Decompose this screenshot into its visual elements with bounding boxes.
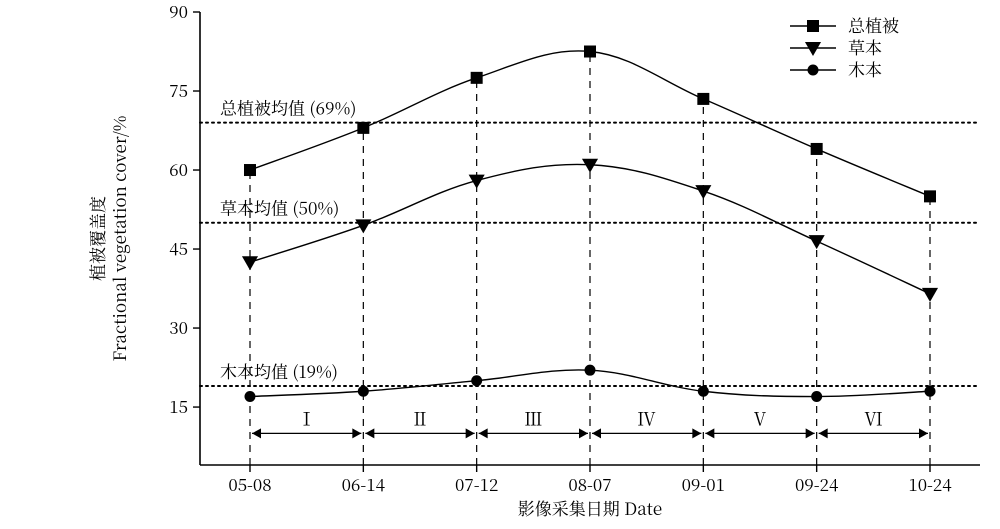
period-label: Ⅲ — [524, 405, 542, 431]
period-label: Ⅱ — [411, 405, 429, 431]
x-tick-label: 06-14 — [342, 471, 386, 496]
x-tick-label: 09-24 — [795, 471, 839, 496]
vegetation-cover-chart: 总植被均值 (69%) 草本均值 (50%) 木本均值 (19%) Ⅰ Ⅱ Ⅲ Ⅳ Ⅴ Ⅵ 15 3… — [0, 0, 1000, 529]
marker-square — [807, 20, 819, 32]
reference-label: 木本均值 (19%) — [220, 358, 338, 383]
y-tick-label: 90 — [169, 0, 188, 23]
marker-square — [471, 72, 483, 84]
y-tick-label: 30 — [169, 314, 188, 339]
marker-square — [811, 143, 823, 155]
marker-circle — [808, 65, 819, 76]
y-tick-label: 60 — [169, 156, 188, 181]
x-tick-label: 09-01 — [682, 471, 725, 496]
period-label: Ⅰ — [298, 405, 316, 431]
y-tick-label: 15 — [169, 393, 188, 418]
marker-circle — [925, 386, 936, 397]
x-tick-label: 08-07 — [568, 471, 611, 496]
x-axis-title: 影像采集日期 Date — [518, 495, 662, 520]
period-label: Ⅳ — [638, 405, 656, 431]
marker-square — [697, 93, 709, 105]
reference-label: 总植被均值 (69%) — [220, 95, 356, 120]
period-label: Ⅴ — [751, 405, 769, 431]
y-tick-label: 45 — [169, 235, 188, 260]
x-tick-label: 10-24 — [908, 471, 952, 496]
marker-circle — [358, 386, 369, 397]
y-tick-label: 75 — [169, 77, 188, 102]
legend-label: 木本 — [848, 56, 882, 81]
marker-circle — [698, 386, 709, 397]
marker-circle — [585, 365, 596, 376]
x-tick-label: 07-12 — [455, 471, 498, 496]
reference-label: 草本均值 (50%) — [220, 195, 339, 220]
period-label: Ⅵ — [864, 405, 882, 431]
marker-square — [584, 46, 596, 58]
marker-circle — [245, 391, 256, 402]
marker-square — [924, 190, 936, 202]
y-axis-title-en: Fractional vegetation cover/% — [106, 116, 131, 362]
marker-square — [244, 164, 256, 176]
marker-circle — [811, 391, 822, 402]
marker-circle — [471, 375, 482, 386]
x-tick-label: 05-08 — [228, 471, 271, 496]
marker-square — [357, 122, 369, 134]
